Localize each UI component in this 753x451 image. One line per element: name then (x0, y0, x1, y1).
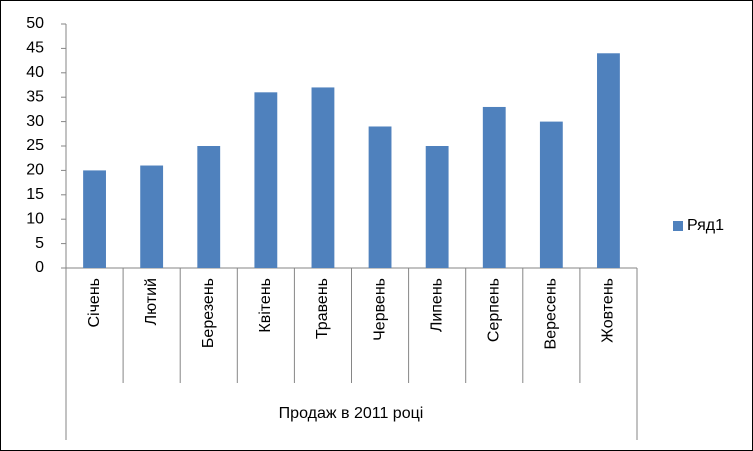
x-tick-label: Квітень (257, 278, 274, 333)
y-tick-label: 10 (26, 210, 44, 227)
y-tick-label: 35 (26, 88, 44, 105)
y-tick-label: 30 (26, 113, 44, 130)
y-tick-label: 25 (26, 137, 44, 154)
x-tick-label: Червень (371, 278, 388, 341)
bar (539, 121, 563, 268)
y-tick-label: 45 (26, 40, 44, 57)
bar (197, 146, 221, 268)
y-tick-label: 15 (26, 186, 44, 203)
bar (311, 87, 335, 268)
y-tick-label: 0 (35, 259, 44, 276)
legend-label: Ряд1 (687, 217, 724, 234)
y-tick-label: 5 (35, 235, 44, 252)
x-tick-label: Серпень (485, 278, 502, 342)
x-tick-label: Жовтень (600, 278, 617, 343)
legend-swatch (673, 221, 683, 231)
x-tick-label: Січень (86, 278, 103, 328)
group-label: Продаж в 2011 році (279, 405, 424, 422)
x-tick-label: Травень (314, 278, 331, 339)
bar (140, 165, 164, 268)
y-tick-label: 40 (26, 64, 44, 81)
bar (425, 146, 449, 268)
bar (368, 126, 392, 268)
bar (597, 53, 620, 268)
x-tick-label: Березень (200, 278, 217, 348)
x-tick-label: Лютий (143, 278, 160, 325)
bar (482, 106, 506, 269)
y-tick-label: 50 (26, 15, 44, 32)
bar (254, 92, 278, 268)
y-tick-label: 20 (26, 162, 44, 179)
bar (83, 170, 106, 268)
x-tick-label: Вересень (543, 278, 560, 349)
x-tick-label: Липень (428, 278, 445, 332)
